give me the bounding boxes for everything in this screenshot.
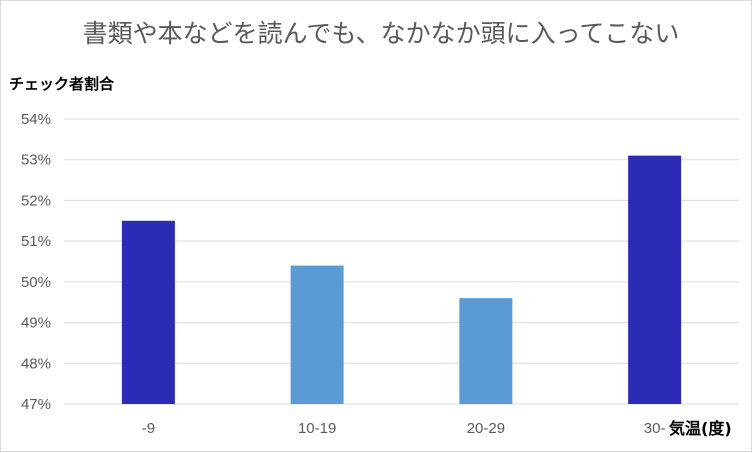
bar bbox=[290, 265, 344, 404]
x-tick-label: -9 bbox=[142, 420, 155, 437]
y-tick-label: 50% bbox=[21, 274, 51, 291]
x-axis-label: 気温(度) bbox=[669, 419, 732, 438]
x-tick-label: 10-19 bbox=[298, 420, 336, 437]
y-tick-label: 48% bbox=[21, 355, 51, 372]
y-tick-label: 52% bbox=[21, 192, 51, 209]
y-axis-label: チェック者割合 bbox=[9, 75, 115, 93]
y-tick-label: 49% bbox=[21, 315, 51, 332]
bar bbox=[628, 155, 682, 404]
chart-title: 書類や本などを読んでも、なかなか頭に入ってこない bbox=[82, 19, 680, 48]
bar bbox=[459, 298, 513, 404]
y-tick-label: 51% bbox=[21, 233, 51, 250]
y-tick-label: 47% bbox=[21, 396, 51, 413]
x-tick-label: 20-29 bbox=[467, 420, 505, 437]
bar bbox=[121, 220, 175, 404]
y-tick-label: 53% bbox=[21, 152, 51, 169]
x-tick-label: 30- bbox=[644, 420, 666, 437]
y-tick-label: 54% bbox=[21, 111, 51, 128]
